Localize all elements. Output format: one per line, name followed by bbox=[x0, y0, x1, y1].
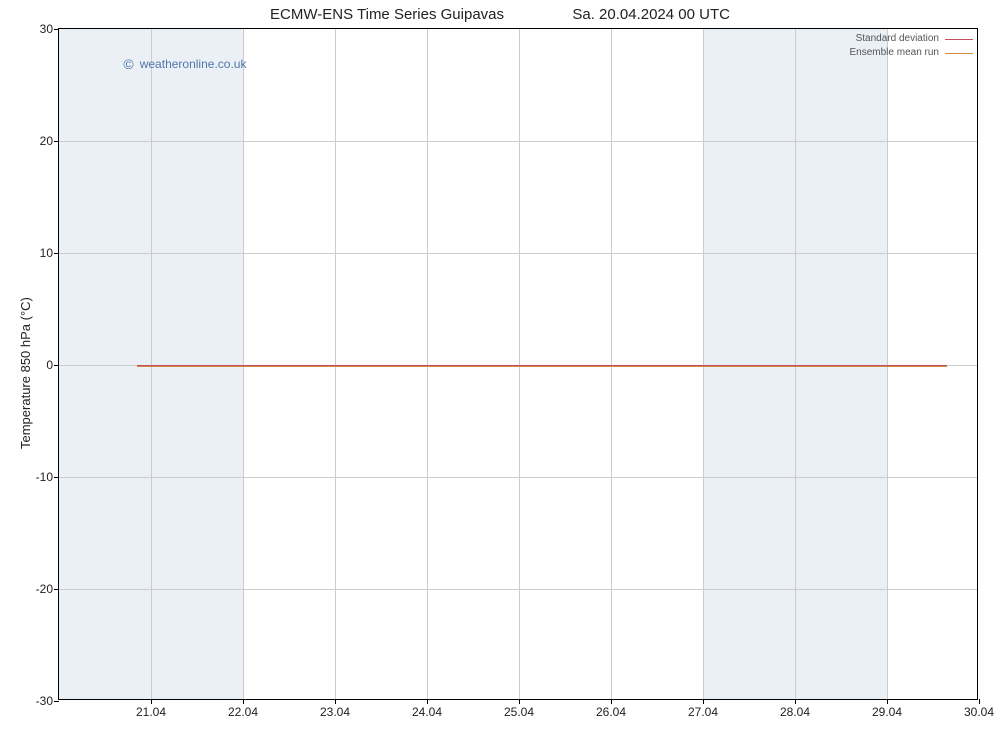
plot-area: -30-20-10010203021.0422.0423.0424.0425.0… bbox=[58, 28, 978, 700]
legend-label: Standard deviation bbox=[856, 32, 939, 46]
gridline-horizontal bbox=[59, 589, 977, 590]
gridline-horizontal bbox=[59, 477, 977, 478]
chart-container: ECMW-ENS Time Series Guipavas Sa. 20.04.… bbox=[0, 0, 1000, 733]
x-tick-label: 27.04 bbox=[688, 705, 718, 719]
y-tick-mark bbox=[54, 29, 59, 30]
gridline-horizontal bbox=[59, 253, 977, 254]
gridline-vertical bbox=[335, 29, 336, 699]
y-tick-mark bbox=[54, 141, 59, 142]
x-tick-mark bbox=[335, 699, 336, 704]
x-tick-label: 22.04 bbox=[228, 705, 258, 719]
x-tick-mark bbox=[887, 699, 888, 704]
y-tick-mark bbox=[54, 701, 59, 702]
series-line bbox=[137, 366, 947, 367]
x-tick-label: 28.04 bbox=[780, 705, 810, 719]
x-tick-mark bbox=[611, 699, 612, 704]
gridline-vertical bbox=[703, 29, 704, 699]
watermark-text: weatheronline.co.uk bbox=[140, 57, 247, 71]
y-tick-mark bbox=[54, 477, 59, 478]
x-tick-mark bbox=[519, 699, 520, 704]
legend: Standard deviationEnsemble mean run bbox=[850, 32, 974, 60]
copyright-icon: © bbox=[123, 56, 133, 72]
y-tick-mark bbox=[54, 365, 59, 366]
y-tick-label: 10 bbox=[40, 246, 53, 260]
chart-title-left: ECMW-ENS Time Series Guipavas bbox=[270, 6, 504, 23]
gridline-vertical bbox=[795, 29, 796, 699]
y-tick-label: 30 bbox=[40, 22, 53, 36]
x-tick-label: 24.04 bbox=[412, 705, 442, 719]
y-axis-label: Temperature 850 hPa (°C) bbox=[18, 297, 33, 449]
chart-title-right: Sa. 20.04.2024 00 UTC bbox=[572, 6, 730, 23]
watermark: © weatheronline.co.uk bbox=[123, 56, 246, 72]
x-tick-label: 30.04 bbox=[964, 705, 994, 719]
y-tick-mark bbox=[54, 253, 59, 254]
x-tick-mark bbox=[243, 699, 244, 704]
gridline-vertical bbox=[151, 29, 152, 699]
x-tick-label: 26.04 bbox=[596, 705, 626, 719]
y-tick-label: -20 bbox=[36, 582, 53, 596]
gridline-vertical bbox=[243, 29, 244, 699]
x-tick-mark bbox=[427, 699, 428, 704]
x-tick-label: 29.04 bbox=[872, 705, 902, 719]
x-tick-label: 21.04 bbox=[136, 705, 166, 719]
gridline-vertical bbox=[611, 29, 612, 699]
gridline-horizontal bbox=[59, 141, 977, 142]
x-tick-mark bbox=[151, 699, 152, 704]
gridline-vertical bbox=[519, 29, 520, 699]
legend-swatch bbox=[945, 39, 973, 40]
x-tick-label: 23.04 bbox=[320, 705, 350, 719]
legend-swatch bbox=[945, 53, 973, 54]
gridline-vertical bbox=[887, 29, 888, 699]
y-tick-label: -30 bbox=[36, 694, 53, 708]
y-tick-label: -10 bbox=[36, 470, 53, 484]
y-tick-label: 0 bbox=[46, 358, 53, 372]
x-tick-mark bbox=[979, 699, 980, 704]
y-tick-mark bbox=[54, 589, 59, 590]
y-tick-label: 20 bbox=[40, 134, 53, 148]
legend-item: Standard deviation bbox=[850, 32, 974, 46]
legend-item: Ensemble mean run bbox=[850, 46, 974, 60]
x-tick-mark bbox=[795, 699, 796, 704]
gridline-vertical bbox=[427, 29, 428, 699]
x-tick-mark bbox=[703, 699, 704, 704]
legend-label: Ensemble mean run bbox=[850, 46, 940, 60]
x-tick-label: 25.04 bbox=[504, 705, 534, 719]
chart-title-row: ECMW-ENS Time Series Guipavas Sa. 20.04.… bbox=[0, 6, 1000, 23]
